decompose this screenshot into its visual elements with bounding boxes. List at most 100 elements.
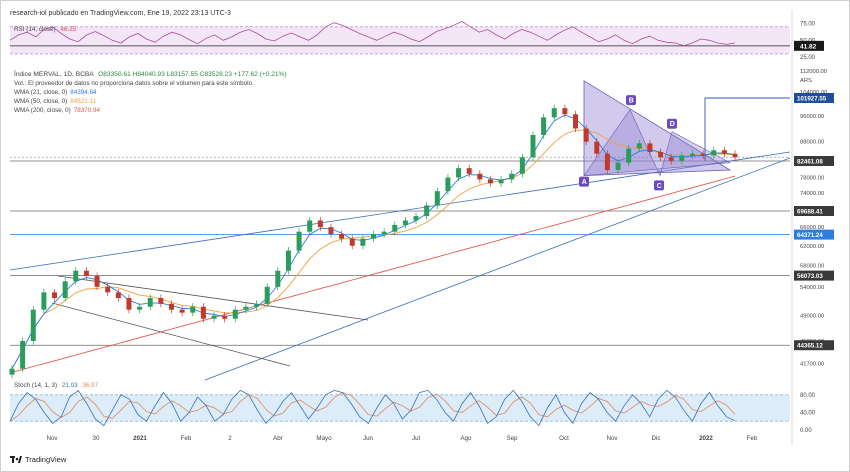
candle-body <box>541 117 547 135</box>
price-legend-title: Índice MERVAL, 1D, BCBA O83350.61 H84040… <box>14 71 287 78</box>
price-tick-label: 62000.00 <box>800 244 824 250</box>
candle-body <box>551 108 557 118</box>
price-tick-label: 49000.00 <box>800 314 824 320</box>
price-tick-label: 58000.00 <box>800 264 824 270</box>
brand-label: TradingView <box>25 455 67 464</box>
price-tag-label: 82461.08 <box>797 158 823 165</box>
candle-body <box>647 143 653 152</box>
stoch-tick-label: 0.00 <box>800 428 812 434</box>
candle-body <box>52 292 58 299</box>
rsi-tick-label: 75.00 <box>800 21 816 27</box>
time-axis-label: 2021 <box>133 435 147 442</box>
candle-body <box>456 168 462 178</box>
stoch-tick-label: 80.00 <box>800 393 816 399</box>
pattern-marker-label: C <box>657 183 662 190</box>
pattern-marker-a <box>579 176 589 187</box>
ohlc-values: O83350.61 H84040.93 L83157.55 C83528.23 … <box>98 71 287 78</box>
publisher-line: research-iol publicado en TradingView.co… <box>10 10 231 17</box>
time-axis-label: 30 <box>93 435 100 442</box>
candle-body <box>20 340 26 369</box>
candle-body <box>615 162 621 170</box>
tradingview-brand[interactable]: TradingView <box>10 455 66 464</box>
candle-body <box>296 231 302 251</box>
candle-body <box>9 368 15 375</box>
candle-body <box>339 234 345 239</box>
rsi-panel <box>9 20 790 55</box>
pattern-marker-c <box>654 180 664 191</box>
candle-body <box>254 303 260 307</box>
candle-body <box>604 153 610 170</box>
candle-body <box>158 298 164 304</box>
pattern-marker-label: D <box>670 121 675 128</box>
price-tags: 101927.55 82461.08 69688.41 64371.24 56073.0… <box>794 93 834 351</box>
target-projection-line <box>704 97 790 161</box>
wma-50-value: 84521.11 <box>70 98 96 105</box>
time-axis-label: Oct <box>559 435 569 442</box>
candle-body <box>179 309 185 313</box>
stoch-k-value: 21.03 <box>61 382 78 389</box>
time-axis-label: 2 <box>228 435 232 442</box>
price-tick-label: 112000.00 <box>800 69 827 75</box>
pattern-marker-b <box>626 95 636 106</box>
candle-body <box>94 276 100 287</box>
candle-body <box>424 205 430 217</box>
pattern-marker-d <box>667 118 677 129</box>
time-axis-label: Sep <box>506 435 518 442</box>
price-tick-label: 66000.00 <box>800 225 824 231</box>
candle-body <box>689 153 695 156</box>
stoch-panel <box>9 389 790 427</box>
long-trendline-lower <box>204 157 791 381</box>
time-axis-label: Ago <box>460 435 472 442</box>
candle-body <box>83 270 89 277</box>
candle-body <box>200 306 206 319</box>
price-panel: A B C D <box>9 80 791 381</box>
price-tick-label: 78000.00 <box>800 176 824 182</box>
candle-body <box>381 231 387 235</box>
price-tick-label: 41700.00 <box>800 362 824 368</box>
candle-body <box>137 306 143 310</box>
candle-body <box>115 292 121 299</box>
candle-body <box>168 303 174 310</box>
candle-body <box>700 153 706 156</box>
price-tag <box>794 155 834 166</box>
rsi-band <box>10 26 790 54</box>
candle-body <box>275 270 281 287</box>
wma-200-value: 78370.94 <box>73 107 100 114</box>
candle-body <box>583 128 589 142</box>
candle-body <box>711 150 717 156</box>
price-axis: 112000.00ARS104000.0096000.0088000.00780… <box>800 69 827 368</box>
price-tick-label: 74000.00 <box>800 191 824 197</box>
stoch-d-value: 36.97 <box>82 382 99 389</box>
candle-body <box>73 270 79 282</box>
rsi-current-tag <box>794 40 824 51</box>
symbol-title: Índice MERVAL, 1D, BCBA <box>14 71 94 78</box>
pattern-marker-label: B <box>629 98 634 105</box>
candle-body <box>636 143 642 149</box>
candlesticks <box>9 104 738 379</box>
stoch-legend: Stoch (14, 1, 3) 21.03 36.97 <box>14 382 98 389</box>
wma-21-legend: WMA (21, close, 0) 84394.64 <box>14 89 97 96</box>
candle-body <box>487 179 493 184</box>
candle-body <box>264 286 270 304</box>
candle-body <box>41 292 47 310</box>
stoch-band <box>10 394 790 422</box>
price-tag-label: 44365.12 <box>797 343 823 350</box>
candle-body <box>434 191 440 206</box>
rsi-legend: RSI (14, close) 46.25 <box>14 26 76 33</box>
time-axis: Nov 30 2021 Feb 2 Abr Mayo Jun Jul Ago Sep Oct Nov Di… <box>46 435 757 442</box>
price-tag-label: 64371.24 <box>797 232 823 239</box>
pattern-marker-label: A <box>582 179 587 186</box>
candle-body <box>626 148 632 163</box>
price-tick-label: 96000.00 <box>800 114 824 120</box>
time-axis-label: Mayo <box>316 435 332 442</box>
candle-body <box>285 250 291 271</box>
candle-body <box>371 234 376 239</box>
trendlines <box>9 151 791 381</box>
candle-body <box>509 173 515 180</box>
price-tag <box>794 270 834 281</box>
stoch-k-line <box>9 389 736 427</box>
stoch-axis: 80.00 40.00 0.00 <box>800 393 816 434</box>
time-axis-label: Nov <box>46 435 58 442</box>
